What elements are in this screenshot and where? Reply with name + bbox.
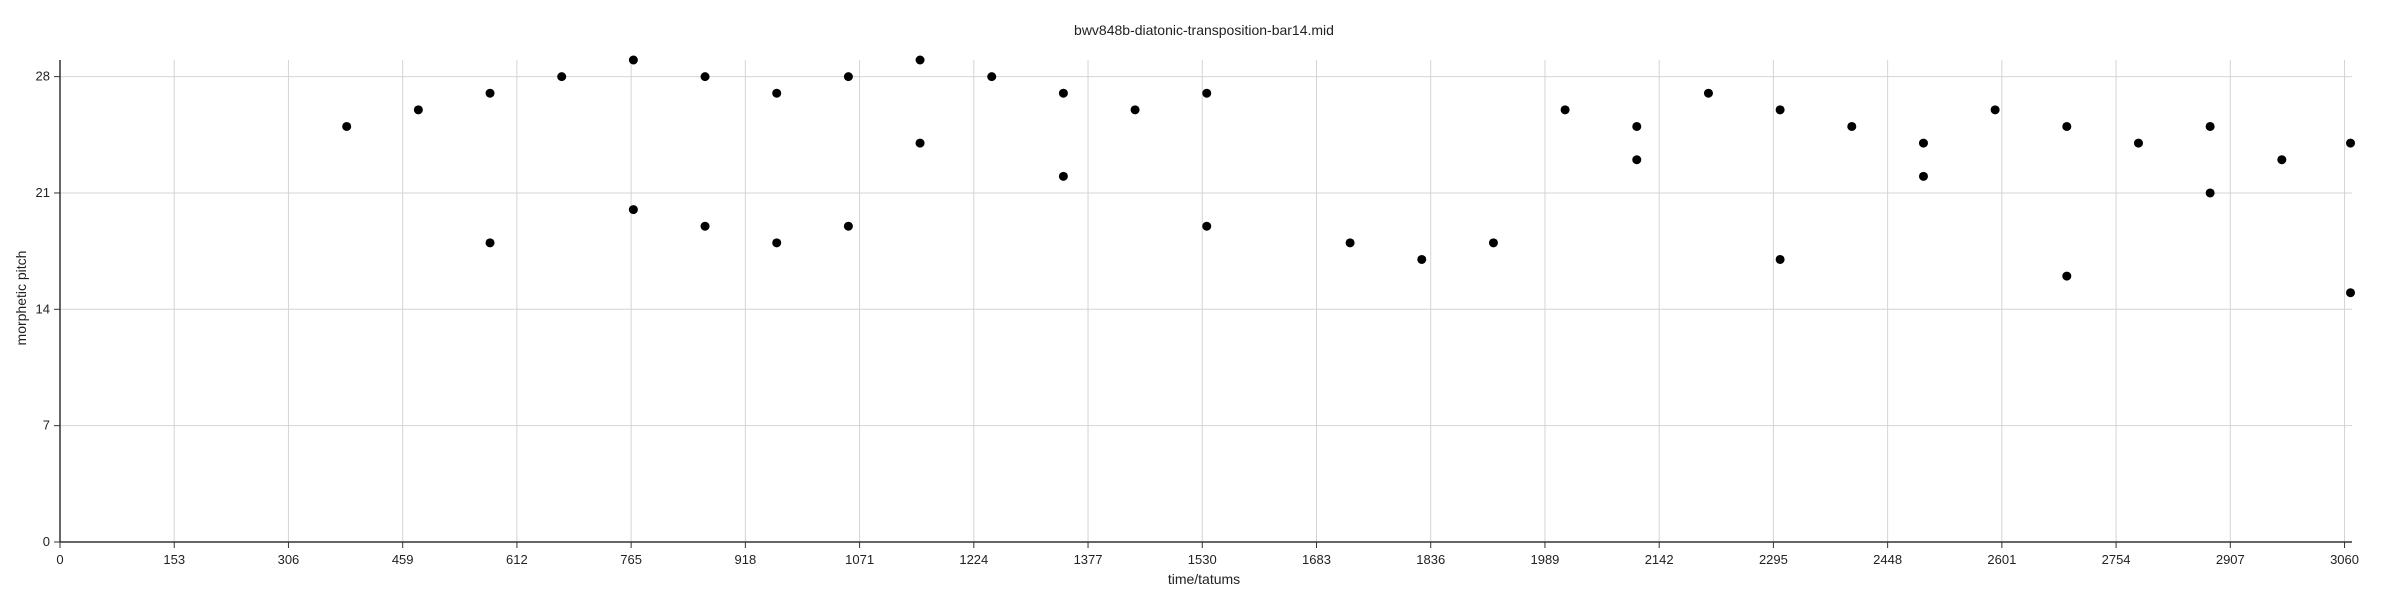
- x-tick-label: 1071: [845, 552, 874, 567]
- data-point: [772, 238, 782, 248]
- y-tick-label: 7: [43, 418, 50, 433]
- x-tick-label: 2601: [1987, 552, 2016, 567]
- data-point: [2205, 121, 2215, 131]
- x-tick-label: 0: [56, 552, 63, 567]
- points-layer: [342, 55, 2356, 298]
- data-point: [1202, 221, 1212, 231]
- axes-layer: [59, 60, 2352, 543]
- data-point: [987, 72, 997, 82]
- x-axis-label: time/tatums: [1168, 571, 1240, 587]
- x-tick-label: 459: [392, 552, 414, 567]
- data-point: [1417, 254, 1427, 264]
- data-point: [1560, 105, 1570, 115]
- data-point: [485, 238, 495, 248]
- x-tick-label: 306: [278, 552, 300, 567]
- data-point: [700, 221, 710, 231]
- x-tick-label: 1683: [1302, 552, 1331, 567]
- x-tick-label: 1989: [1530, 552, 1559, 567]
- data-point: [1918, 171, 1928, 181]
- data-point: [1632, 155, 1642, 165]
- x-tick-label: 1836: [1416, 552, 1445, 567]
- data-point: [843, 221, 853, 231]
- data-point: [2277, 155, 2287, 165]
- data-point: [557, 72, 567, 82]
- x-tick-label: 2754: [2102, 552, 2131, 567]
- data-point: [1130, 105, 1140, 115]
- data-point: [915, 138, 925, 148]
- data-point: [2346, 288, 2356, 298]
- y-axis-label: morphetic pitch: [13, 251, 29, 346]
- y-tick-label: 14: [36, 301, 50, 316]
- data-point: [628, 55, 638, 65]
- x-tick-label: 1377: [1074, 552, 1103, 567]
- data-point: [772, 88, 782, 98]
- data-point: [1202, 88, 1212, 98]
- grid-layer: [60, 60, 2352, 542]
- data-point: [2062, 121, 2072, 131]
- data-point: [342, 121, 352, 131]
- data-point: [485, 88, 495, 98]
- data-point: [2205, 188, 2215, 198]
- data-point: [1345, 238, 1355, 248]
- x-tick-label: 918: [735, 552, 757, 567]
- y-tick-label: 0: [43, 534, 50, 549]
- data-point: [1488, 238, 1498, 248]
- data-point: [2133, 138, 2143, 148]
- x-tick-label: 2448: [1873, 552, 1902, 567]
- y-tick-label: 28: [36, 69, 50, 84]
- data-point: [1775, 254, 1785, 264]
- data-point: [915, 55, 925, 65]
- data-point: [700, 72, 710, 82]
- x-tick-label: 2907: [2216, 552, 2245, 567]
- data-point: [2062, 271, 2072, 281]
- data-point: [1703, 88, 1713, 98]
- data-point: [1058, 88, 1068, 98]
- data-point: [1632, 121, 1642, 131]
- x-tick-label: 3060: [2330, 552, 2359, 567]
- chart-title: bwv848b-diatonic-transposition-bar14.mid: [1074, 22, 1334, 38]
- x-tick-label: 1530: [1188, 552, 1217, 567]
- data-point: [1918, 138, 1928, 148]
- data-point: [843, 72, 853, 82]
- y-tick-label: 21: [36, 185, 50, 200]
- x-tick-label: 2295: [1759, 552, 1788, 567]
- x-tick-label: 2142: [1645, 552, 1674, 567]
- data-point: [628, 205, 638, 215]
- data-point: [2346, 138, 2356, 148]
- x-tick-label: 1224: [959, 552, 988, 567]
- data-point: [1847, 121, 1857, 131]
- x-tick-label: 765: [620, 552, 642, 567]
- data-point: [413, 105, 423, 115]
- ticks-layer: 0 153 306 459 612 765 918 1071 1224 1377 1530 1683 1…: [36, 69, 2359, 567]
- data-point: [1058, 171, 1068, 181]
- x-tick-label: 612: [506, 552, 528, 567]
- x-tick-label: 153: [163, 552, 185, 567]
- data-point: [1990, 105, 2000, 115]
- data-point: [1775, 105, 1785, 115]
